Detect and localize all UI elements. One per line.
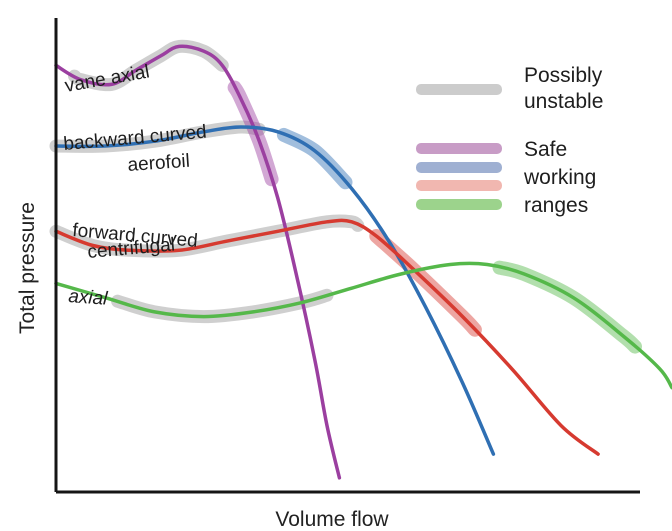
legend-swatch-safe-purple [416,143,502,154]
axial-unstable-band [111,288,334,324]
legend-label-working: working [523,166,596,189]
legend: Possibly unstable Safe working ranges [416,64,603,217]
backward-curved-aerofoil-safe-band [276,127,353,190]
legend-label-unstable: unstable [524,90,603,113]
axial-safe-band [492,260,642,354]
legend-label-safe: Safe [524,138,567,161]
axial-curve [54,261,672,390]
forward-curved-centrifugal-curve [54,218,600,456]
legend-label-ranges: ranges [524,194,588,217]
y-axis-title: Total pressure [16,202,39,334]
legend-label-possibly: Possibly [524,64,603,87]
legend-swatch-safe-green [416,199,502,210]
legend-swatch-safe-blue [416,162,502,173]
label-backward-curved-line2: aerofoil [127,151,191,176]
vane-axial-curve [54,44,342,480]
label-axial: axial [68,286,109,310]
label-vane-axial: vane axial [63,61,151,97]
legend-swatch-safe-red [416,180,502,191]
performance-curves [54,44,672,480]
legend-swatch-unstable [416,84,502,95]
backward-curved-aerofoil-curve [54,125,496,456]
x-axis-title: Volume flow [275,508,389,531]
